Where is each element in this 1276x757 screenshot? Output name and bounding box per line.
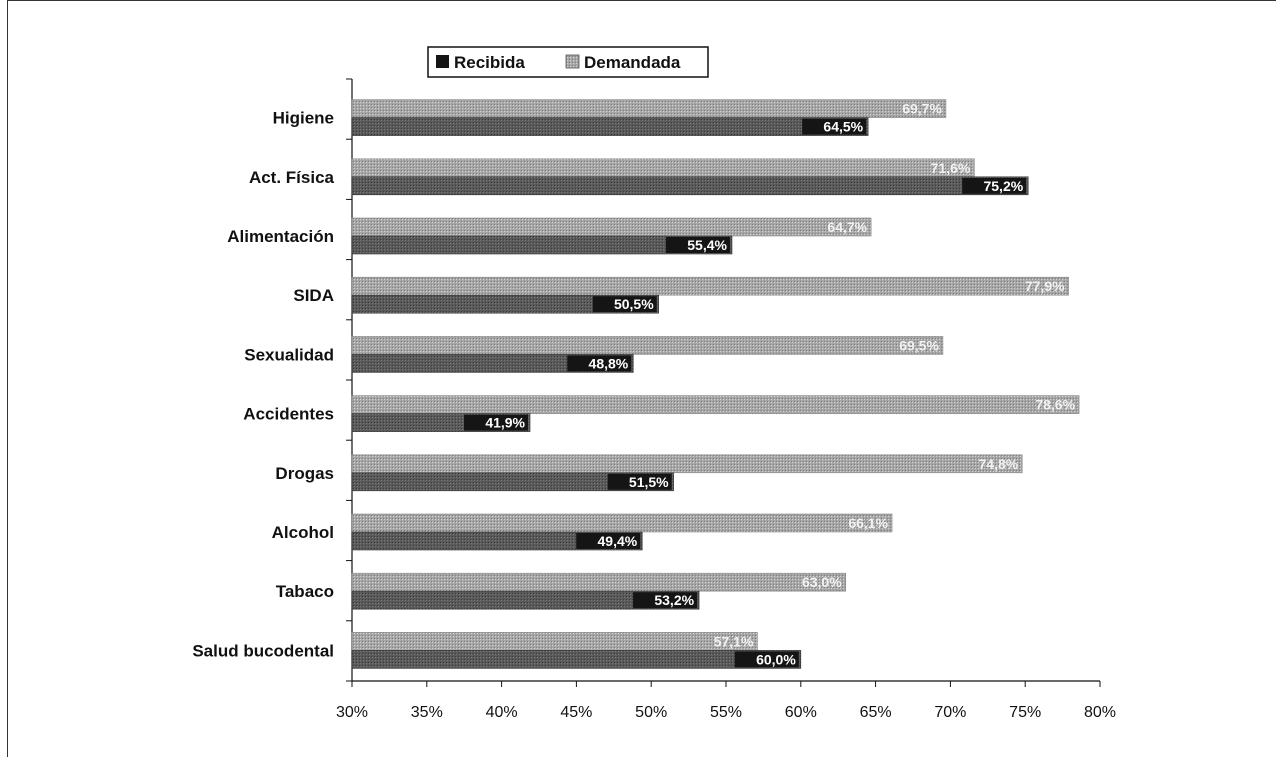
bar-demandada [351,99,947,118]
category-label: Alimentación [227,227,334,246]
bar-demandada [351,336,944,355]
data-label-demandada: 69,5% [899,337,939,353]
category-label: Tabaco [276,582,334,601]
x-tick-label: 65% [860,704,892,721]
data-label-bg-recibida [962,177,1027,194]
category-label: SIDA [293,286,334,305]
category-label: Alcohol [272,523,334,542]
x-tick-label: 35% [411,704,443,721]
data-label-recibida: 48,8% [589,355,629,371]
category-label: Drogas [275,464,334,483]
data-label-recibida: 41,9% [485,415,525,431]
data-label-recibida: 53,2% [654,592,694,608]
data-label-demandada: 78,6% [1035,397,1075,413]
data-label-demandada: 57,1% [714,633,754,649]
category-label: Salud bucodental [192,641,334,660]
bar-demandada [351,572,846,592]
legend-label-recibida: Recibida [454,53,525,72]
bar-demandada [351,217,872,237]
data-label-demandada: 69,7% [902,101,942,117]
bar-demandada [351,158,975,178]
data-label-recibida: 51,5% [629,474,669,490]
chart-frame [7,0,1276,757]
x-tick-label: 70% [934,704,966,721]
legend-swatch-demandada [565,54,580,69]
data-label-bg-recibida [592,296,657,313]
bar-recibida [351,235,733,255]
bar-recibida [351,472,674,492]
bar-demandada [351,632,758,651]
data-label-demandada: 63,0% [802,574,842,590]
bar-recibida [351,531,643,551]
data-label-recibida: 50,5% [614,296,654,312]
data-label-bg-recibida [665,237,730,253]
data-label-demandada: 64,7% [827,219,867,235]
x-tick-label: 40% [486,704,518,721]
data-label-bg-recibida [464,414,529,431]
data-label-bg-recibida [567,355,632,372]
legend-swatch-recibida [436,55,449,68]
data-label-recibida: 75,2% [983,178,1023,194]
x-tick-label: 75% [1009,704,1041,721]
bar-recibida [351,176,1029,196]
legend: Recibida Demandada [427,46,709,78]
bar-recibida [351,590,700,610]
bar-demandada [351,276,1069,296]
data-label-bg-recibida [802,118,867,135]
bar-demandada [351,454,1023,474]
bar-recibida [351,354,634,373]
category-label: Accidentes [243,405,334,424]
data-label-demandada: 74,8% [979,456,1019,472]
data-label-bg-recibida [633,592,698,609]
x-tick-label: 60% [785,704,817,721]
data-label-recibida: 64,5% [823,119,863,135]
x-tick-label: 30% [336,704,368,721]
plot-area: 30% 35% 40% 45% 50% 55% 60% 65% 70% 75% 80% Higiene… [192,78,1116,721]
data-label-demandada: 66,1% [848,515,888,531]
bar-demandada [351,513,893,533]
legend-label-demandada: Demandada [584,53,681,72]
data-label-demandada: 71,6% [931,160,971,176]
category-label: Act. Física [249,168,335,187]
data-label-bg-recibida [607,473,672,490]
data-label-recibida: 60,0% [756,651,796,667]
x-tick-label: 80% [1084,704,1116,721]
data-label-bg-recibida [734,651,799,668]
x-tick-label: 55% [710,704,742,721]
data-label-bg-recibida [576,533,641,549]
category-label: Higiene [273,109,334,128]
bar-recibida [351,650,802,669]
data-label-recibida: 55,4% [687,237,727,253]
bar-recibida [351,294,659,314]
bar-recibida [351,117,869,136]
x-tick-label: 50% [635,704,667,721]
data-label-recibida: 49,4% [598,533,638,549]
x-tick-label: 45% [560,704,592,721]
data-label-demandada: 77,9% [1025,278,1065,294]
bar-demandada [351,395,1080,414]
category-label: Sexualidad [244,345,334,364]
